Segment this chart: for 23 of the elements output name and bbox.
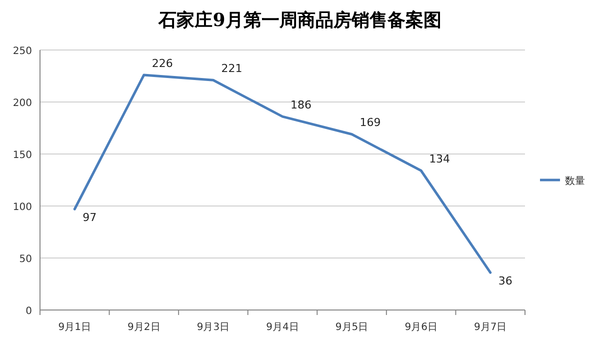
y-tick-label: 0 — [26, 306, 32, 317]
x-tick-label: 9月7日 — [474, 322, 507, 333]
x-tick-label: 9月4日 — [266, 322, 299, 333]
y-tick-label: 200 — [12, 98, 32, 109]
x-tick-label: 9月5日 — [335, 322, 368, 333]
y-tick-label: 100 — [12, 202, 32, 213]
legend-label: 数量 — [565, 176, 585, 187]
chart-title: 石家庄9月第一周商品房销售备案图 — [158, 10, 442, 31]
x-tick-label: 9月6日 — [404, 322, 438, 333]
x-tick-label: 9月2日 — [128, 322, 160, 333]
data-label: 97 — [82, 211, 97, 224]
data-label: 169 — [360, 116, 381, 130]
data-label: 36 — [498, 274, 512, 288]
data-label: 226 — [152, 56, 173, 70]
x-tick-label: 9月3日 — [196, 322, 230, 333]
data-label: 221 — [221, 62, 242, 76]
x-tick-label: 9月1日 — [58, 322, 92, 333]
y-tick-label: 50 — [19, 254, 32, 265]
line-series — [73, 74, 492, 274]
y-tick-label: 150 — [12, 150, 32, 161]
y-tick-label: 250 — [12, 46, 32, 57]
data-label: 186 — [290, 98, 312, 112]
data-label: 134 — [429, 152, 450, 166]
